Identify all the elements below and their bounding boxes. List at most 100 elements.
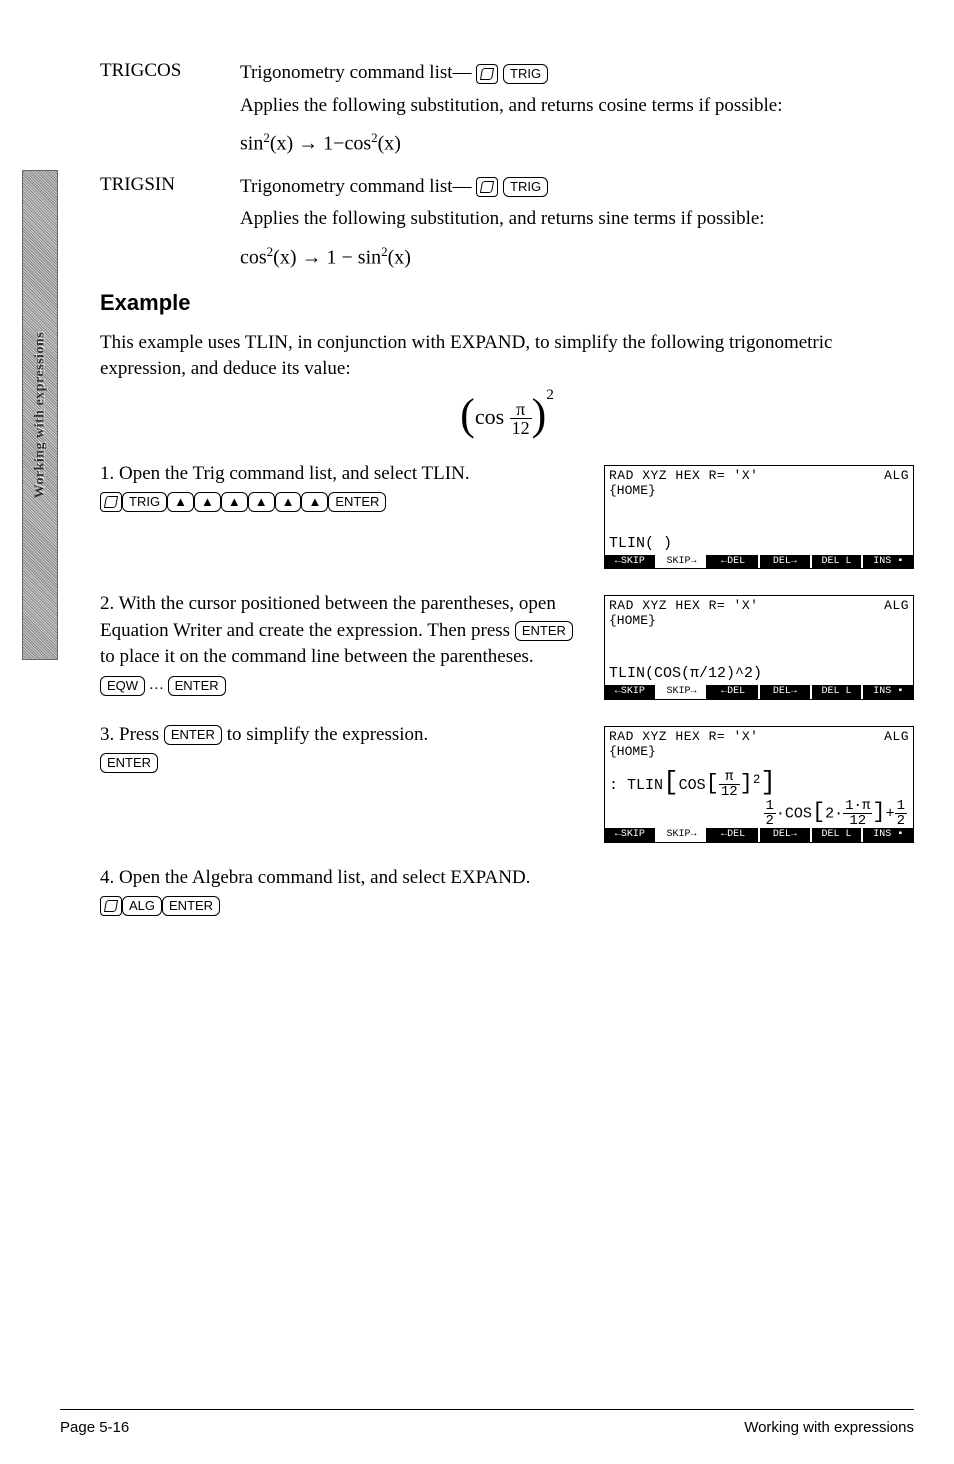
n: 1·π — [843, 799, 872, 814]
calc-home: {HOME} — [609, 614, 909, 629]
arga: 2· — [825, 806, 843, 823]
enter-key: ENTER — [162, 896, 220, 916]
footer: Page 5-16 Working with expressions — [60, 1419, 914, 1436]
calc-line: TLIN( ) — [609, 535, 672, 552]
ellipsis: … — [149, 677, 164, 693]
calc-body: : TLIN[COS[π12]2] 12·COS[2·1·π12]+12 — [609, 760, 909, 829]
trig-key: TRIG — [503, 64, 548, 84]
rhs: 1−cos — [323, 133, 371, 155]
cos: ·COS — [776, 806, 812, 823]
d: 12 — [719, 785, 740, 799]
softkeys: ←SKIP SKIP→ ←DEL DEL→ DEL L INS ▪ — [605, 685, 913, 699]
sk4: DEL→ — [760, 828, 812, 842]
term-trigsin: TRIGSIN — [100, 174, 240, 201]
sk5: DEL L — [812, 828, 864, 842]
arrow: → — [302, 247, 322, 269]
def-trigcos: TRIGCOS Trigonometry command list— TRIG — [100, 60, 914, 87]
rb: ] — [872, 800, 885, 825]
calc-screen-3: RAD XYZ HEX R= 'X'ALG {HOME} : TLIN[COS[… — [604, 726, 914, 843]
sk6: INS ▪ — [863, 555, 913, 569]
sk3: ←DEL — [708, 685, 760, 699]
step-4-keys: ALGENTER — [100, 895, 896, 916]
formula-trigcos: sin2(x) → 1−cos2(x) — [240, 129, 914, 158]
trig-key: TRIG — [122, 492, 167, 512]
explain-text: Applies the following substitution, and … — [240, 206, 914, 233]
enter-key-inline: ENTER — [164, 725, 222, 745]
half2: 12 — [895, 799, 907, 828]
sk2: SKIP→ — [657, 685, 709, 699]
def-trigsin: TRIGSIN Trigonometry command list— TRIG — [100, 174, 914, 201]
step-2: 2. With the cursor positioned between th… — [100, 591, 914, 699]
up-key: ▲ — [275, 492, 302, 512]
lb: [ — [706, 771, 719, 796]
term-trigcos: TRIGCOS — [100, 60, 240, 87]
hdr-r: ALG — [884, 599, 909, 614]
calc-home: {HOME} — [609, 745, 909, 760]
calc-screen-1: RAD XYZ HEX R= 'X'ALG {HOME} TLIN( ) ←SK… — [604, 465, 914, 569]
step-1: 1. Open the Trig command list, and selec… — [100, 461, 914, 569]
up-key: ▲ — [194, 492, 221, 512]
page-number: Page 5-16 — [60, 1419, 129, 1436]
step-num: 3. — [100, 724, 114, 745]
cos-fn: cos — [475, 404, 504, 429]
step-body-a: Press — [119, 724, 164, 745]
trig-key: TRIG — [503, 177, 548, 197]
up-key: ▲ — [248, 492, 275, 512]
enter-key: ENTER — [168, 676, 226, 696]
step-3-text: 3. Press ENTER to simplify the expressio… — [100, 722, 604, 843]
hdr-l: RAD XYZ HEX R= 'X' — [609, 599, 758, 614]
step-2-keys: EQW … ENTER — [100, 675, 586, 696]
sk2: SKIP→ — [657, 555, 709, 569]
up-key: ▲ — [167, 492, 194, 512]
calc-hdr: RAD XYZ HEX R= 'X' ALG — [609, 599, 909, 614]
example-heading: Example — [100, 290, 914, 316]
exp: 2 — [546, 387, 554, 403]
calc-body: TLIN( ) — [609, 499, 909, 555]
sk1: ←SKIP — [605, 828, 657, 842]
var1: (x) — [273, 247, 296, 269]
lhs: sin — [240, 133, 263, 155]
hdr-l: RAD XYZ HEX R= 'X' — [609, 469, 758, 484]
sk3: ←DEL — [708, 555, 760, 569]
sk1: ←SKIP — [605, 685, 657, 699]
formula-trigsin: cos2(x) → 1 − sin2(x) — [240, 243, 914, 272]
example-intro: This example uses TLIN, in conjunction w… — [100, 330, 914, 383]
paren-left: ( — [460, 393, 475, 437]
var1: (x) — [270, 133, 293, 155]
calc-hdr: RAD XYZ HEX R= 'X' ALG — [609, 469, 909, 484]
side-tab: Working with expressions — [22, 170, 58, 660]
content-area: TRIGCOS Trigonometry command list— TRIG … — [100, 60, 914, 916]
lhs: cos — [240, 247, 267, 269]
calc-hdr: RAD XYZ HEX R= 'X'ALG — [609, 730, 909, 745]
eqw-key: EQW — [100, 676, 145, 696]
step-body: Open the Trig command list, and select T… — [119, 463, 470, 484]
var2: (x) — [378, 133, 401, 155]
footer-title: Working with expressions — [744, 1419, 914, 1436]
step-num: 2. — [100, 593, 114, 614]
desc-trigcos: Trigonometry command list— TRIG — [240, 60, 914, 87]
sk1: ←SKIP — [605, 555, 657, 569]
intro-text: Trigonometry command list— — [240, 62, 472, 83]
rshift-icon — [476, 64, 498, 84]
paren-right: ) — [532, 393, 547, 437]
rhs: 1 − sin — [327, 247, 382, 269]
d: 12 — [843, 814, 872, 828]
rshift-icon — [100, 896, 122, 916]
enter-key: ENTER — [328, 492, 386, 512]
sk3: ←DEL — [708, 828, 760, 842]
d: 2 — [764, 814, 776, 828]
step-3-keys: ENTER — [100, 752, 586, 773]
step-3: 3. Press ENTER to simplify the expressio… — [100, 722, 914, 843]
step-body: Open the Algebra command list, and selec… — [119, 867, 530, 888]
half1: 12 — [764, 799, 776, 828]
lb: [ — [812, 800, 825, 825]
intro-text: Trigonometry command list— — [240, 176, 472, 197]
hdr-r: ALG — [884, 469, 909, 484]
side-tab-label: Working with expressions — [32, 332, 48, 499]
calc-body: TLIN(COS(π/12)^2) — [609, 629, 909, 685]
sk2: SKIP→ — [657, 828, 709, 842]
result-label: : TLIN — [609, 777, 663, 794]
d: 2 — [895, 814, 907, 828]
plus: + — [886, 806, 895, 823]
softkeys: ←SKIP SKIP→ ←DEL DEL→ DEL L INS ▪ — [605, 828, 913, 842]
